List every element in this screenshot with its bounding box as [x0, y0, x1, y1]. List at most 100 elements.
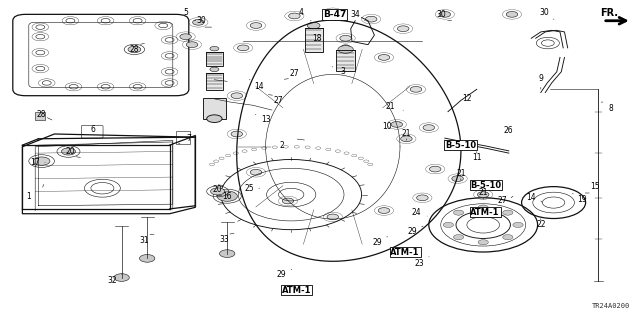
Circle shape: [282, 198, 294, 204]
Text: 30: 30: [196, 16, 207, 25]
Text: 17: 17: [30, 158, 40, 167]
Circle shape: [210, 67, 219, 72]
Text: 19: 19: [577, 195, 588, 204]
Circle shape: [502, 210, 513, 215]
Text: 22: 22: [536, 220, 545, 229]
Text: 4: 4: [298, 8, 303, 17]
Text: ATM-1: ATM-1: [282, 286, 311, 295]
Text: ATM-1: ATM-1: [470, 208, 500, 217]
Circle shape: [207, 115, 222, 122]
Circle shape: [61, 148, 76, 155]
Circle shape: [365, 16, 377, 22]
Circle shape: [250, 169, 262, 175]
Text: 2: 2: [279, 141, 284, 150]
Circle shape: [211, 188, 225, 195]
Text: 20: 20: [65, 147, 76, 156]
Text: 21: 21: [479, 189, 488, 197]
Text: 24: 24: [411, 208, 421, 217]
Circle shape: [454, 234, 464, 240]
Text: 14: 14: [526, 193, 536, 202]
Text: 34: 34: [350, 10, 360, 19]
Bar: [206, 72, 223, 90]
Circle shape: [231, 93, 243, 99]
Circle shape: [410, 86, 422, 92]
Circle shape: [502, 234, 513, 240]
Circle shape: [454, 210, 464, 215]
Circle shape: [210, 47, 219, 51]
Circle shape: [338, 46, 353, 53]
Bar: [35, 112, 45, 120]
Text: 3: 3: [340, 67, 345, 76]
Circle shape: [478, 205, 488, 210]
Circle shape: [429, 166, 441, 172]
Text: 21: 21: [456, 169, 465, 178]
Text: 21: 21: [386, 102, 395, 111]
Bar: [203, 98, 226, 119]
Circle shape: [231, 131, 243, 137]
Text: 29: 29: [372, 238, 383, 247]
Text: 10: 10: [382, 122, 392, 130]
Circle shape: [423, 125, 435, 130]
Text: FR.: FR.: [600, 8, 618, 18]
Circle shape: [128, 46, 141, 53]
Circle shape: [397, 26, 409, 32]
Text: 7: 7: [186, 134, 191, 143]
Text: 8: 8: [609, 104, 614, 113]
Text: 29: 29: [276, 270, 287, 279]
Text: 25: 25: [244, 184, 255, 193]
Text: 27: 27: [273, 96, 284, 105]
Text: 29: 29: [408, 227, 418, 236]
Circle shape: [452, 176, 463, 182]
Circle shape: [378, 55, 390, 60]
Text: 32: 32: [107, 276, 117, 285]
Circle shape: [250, 23, 262, 28]
Circle shape: [180, 34, 191, 40]
Circle shape: [478, 240, 488, 245]
Bar: [176, 131, 190, 144]
Text: 31: 31: [139, 236, 149, 245]
Text: 5: 5: [183, 8, 188, 17]
Text: 1: 1: [26, 192, 31, 201]
Circle shape: [444, 222, 454, 227]
Circle shape: [417, 195, 428, 201]
Circle shape: [220, 250, 235, 257]
Text: 6: 6: [90, 125, 95, 134]
Text: TR24A0200: TR24A0200: [592, 303, 630, 309]
Circle shape: [309, 23, 318, 27]
Circle shape: [140, 255, 155, 262]
Text: 15: 15: [590, 182, 600, 191]
Text: 21: 21: [402, 130, 411, 138]
Text: 33: 33: [219, 235, 229, 244]
Circle shape: [193, 19, 204, 25]
Circle shape: [401, 136, 412, 142]
Circle shape: [341, 45, 350, 49]
Circle shape: [33, 157, 50, 165]
Bar: [305, 28, 323, 52]
Text: B-5-10: B-5-10: [445, 141, 476, 150]
Text: 30: 30: [539, 8, 549, 17]
Text: 27: 27: [289, 69, 300, 78]
Circle shape: [237, 45, 249, 51]
Circle shape: [477, 192, 489, 197]
Circle shape: [289, 13, 300, 19]
Circle shape: [327, 214, 339, 220]
Text: 11: 11: [472, 153, 481, 162]
Circle shape: [327, 10, 339, 16]
Text: 20: 20: [212, 185, 223, 194]
Bar: [336, 50, 355, 71]
Text: B-5-10: B-5-10: [470, 181, 502, 189]
Circle shape: [506, 11, 518, 17]
Text: 28: 28: [130, 45, 139, 54]
Bar: [206, 52, 223, 66]
Circle shape: [340, 35, 351, 41]
Circle shape: [186, 42, 198, 48]
Text: 18: 18: [312, 34, 321, 43]
Circle shape: [217, 191, 237, 201]
Circle shape: [378, 208, 390, 213]
Text: 28: 28: [37, 110, 46, 119]
Text: 27: 27: [497, 197, 508, 205]
Circle shape: [307, 22, 320, 29]
Circle shape: [391, 122, 403, 127]
Text: 26: 26: [504, 126, 514, 135]
Text: 16: 16: [222, 192, 232, 201]
